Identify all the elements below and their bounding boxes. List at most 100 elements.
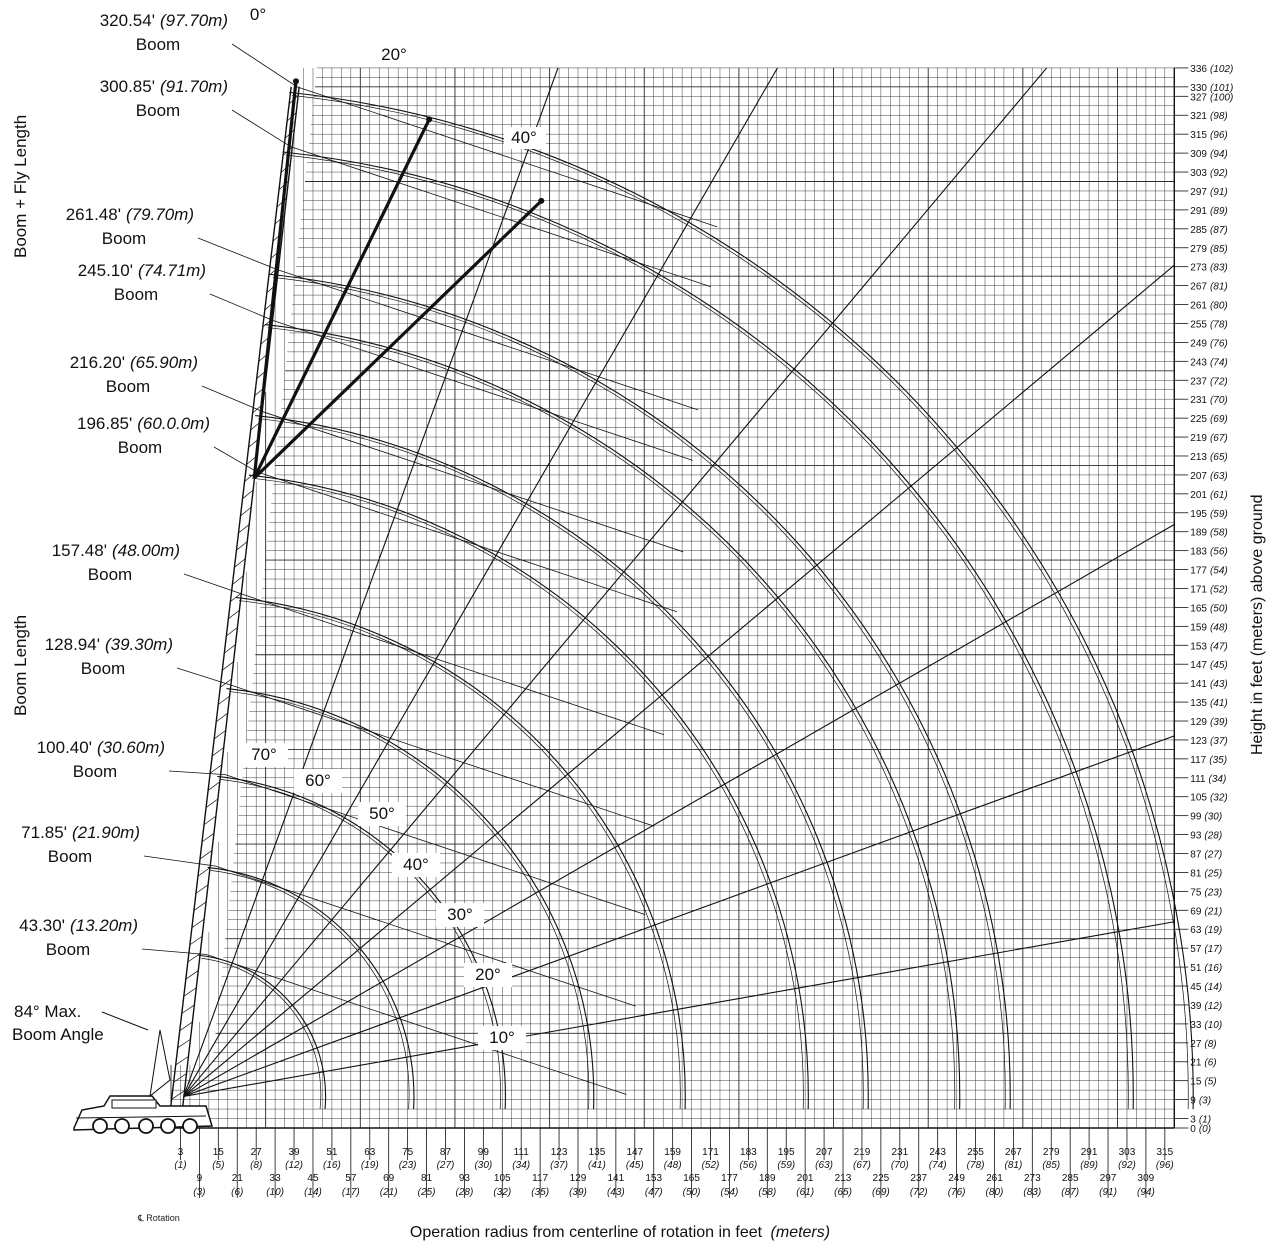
boom-length-m: (91.70m) (160, 77, 228, 96)
y-tick-ft: 3 (1190, 1115, 1196, 1126)
x-tick-label-upper-ft: 51 (326, 1147, 338, 1158)
boom-tip-arc-inner (251, 477, 804, 1110)
y-tick-label: 261 (80) (1190, 301, 1227, 312)
boom-tip-arc-inner (201, 957, 322, 1110)
y-tick-ft: 87 (1190, 850, 1202, 861)
boom-length-m: (48.00m) (112, 541, 180, 560)
x-tick-label-upper-ft: 195 (778, 1147, 795, 1158)
x-tick-label-lower-ft: 189 (759, 1173, 776, 1184)
y-tick-label: 123 (37) (1190, 736, 1227, 747)
boom-lacing (228, 609, 240, 620)
y-tick-label: 135 (41) (1190, 698, 1227, 709)
y-tick-m: (17) (1204, 944, 1222, 955)
fly-jib-tip (292, 78, 299, 85)
boom-angle-line (183, 524, 1175, 1097)
x-tick-label-upper-m: (41) (588, 1160, 606, 1171)
boom-length-ft: 100.40' (37, 738, 92, 757)
y-tick-m: (80) (1210, 301, 1228, 312)
y-tick-ft: 75 (1190, 887, 1202, 898)
boom-lacing (205, 798, 219, 808)
x-tick-label-upper-ft: 15 (213, 1147, 225, 1158)
boom-lacing (189, 935, 203, 946)
y-tick-m: (1) (1199, 1115, 1211, 1126)
y-tick-ft: 309 (1190, 149, 1207, 160)
y-tick-ft: 189 (1190, 528, 1207, 539)
y-tick-label: 321 (98) (1190, 111, 1227, 122)
y-tick-label: 285 (87) (1190, 225, 1227, 236)
x-tick-label-lower-ft: 9 (197, 1173, 203, 1184)
x-tick-label-lower-ft: 297 (1100, 1173, 1117, 1184)
boom-word-label: Boom (114, 285, 158, 304)
y-tick-label: 33 (10) (1190, 1020, 1222, 1031)
y-tick-ft: 9 (1190, 1096, 1196, 1107)
y-tick-ft: 45 (1190, 982, 1202, 993)
y-tick-m: (23) (1204, 887, 1222, 898)
x-tick-label-lower-ft: 285 (1062, 1173, 1079, 1184)
x-tick-label-upper-ft: 207 (816, 1147, 833, 1158)
y-tick-label: 279 (85) (1190, 244, 1227, 255)
x-tick-label-lower-ft: 213 (835, 1173, 852, 1184)
y-tick-label: 195 (59) (1190, 509, 1227, 520)
y-tick-m: (102) (1210, 64, 1233, 75)
boom-lacing (218, 695, 230, 705)
fly-jib (252, 81, 298, 479)
y-tick-ft: 267 (1190, 282, 1207, 293)
boom-word-label: Boom (102, 229, 146, 248)
boom-lacing (242, 489, 254, 499)
y-tick-m: (43) (1210, 679, 1228, 690)
y-tick-label: 327 (100) (1190, 92, 1233, 103)
boom-length-ft: 245.10' (78, 261, 133, 280)
boom-lacing (207, 781, 221, 791)
y-tick-label: 51 (16) (1190, 963, 1222, 974)
boom-tip-arc-inner (272, 277, 1006, 1110)
x-tick-label-lower-ft: 165 (683, 1173, 700, 1184)
boom-tip-arc (269, 273, 1011, 1110)
boom-leader-lines (141, 43, 718, 1095)
y-tick-ft: 225 (1190, 414, 1207, 425)
y-tick-label: 225 (69) (1190, 414, 1227, 425)
y-tick-ft: 153 (1190, 641, 1207, 652)
boom-length-label: 261.48' (79.70m) (66, 205, 194, 224)
boom-angle-labels: 70° 60° 50° 40° 30° 20° 10° 0° 20° 40° (238, 4, 546, 1050)
boom-tip-arc-inner (239, 600, 681, 1110)
boom-lacing (213, 730, 226, 740)
y-tick-ft: 63 (1190, 925, 1202, 936)
x-tick-label-upper-m: (56) (739, 1160, 757, 1171)
x-tick-label-lower-m: (94) (1137, 1187, 1155, 1198)
boom-leader-line (231, 43, 718, 228)
y-tick-label: 87 (27) (1190, 850, 1222, 861)
y-tick-label: 165 (50) (1190, 603, 1227, 614)
boom-length-ft: 71.85' (21, 823, 67, 842)
boom-leader-line (168, 770, 646, 916)
x-tick-label-lower-m: (32) (493, 1187, 511, 1198)
boom-length-labels: 320.54' (97.70m) Boom 300.85' (91.70m) Boom 26… (19, 11, 228, 959)
x-tick-label-upper-ft: 291 (1081, 1147, 1098, 1158)
y-tick-ft: 81 (1190, 868, 1202, 879)
y-tick-m: (50) (1210, 603, 1228, 614)
y-tick-ft: 291 (1190, 206, 1207, 217)
y-tick-label: 315 (96) (1190, 130, 1227, 141)
y-tick-ft: 51 (1190, 963, 1202, 974)
x-tick-label-upper-ft: 63 (364, 1147, 376, 1158)
x-tick-label-lower-ft: 177 (721, 1173, 738, 1184)
y-tick-ft: 297 (1190, 187, 1207, 198)
boom-lacing (224, 644, 236, 654)
y-tick-m: (5) (1204, 1077, 1216, 1088)
y-tick-m: (101) (1210, 83, 1233, 94)
boom-angle-label: 60° (305, 771, 331, 790)
x-tick-label-upper-m: (5) (212, 1160, 224, 1171)
boom-angle-label-bg (240, 743, 288, 767)
y-tick-ft: 219 (1190, 433, 1207, 444)
x-tick-label-lower-ft: 57 (345, 1173, 357, 1184)
y-tick-ft: 183 (1190, 547, 1207, 558)
boom-word-label: Boom (136, 101, 180, 120)
x-tick-label-lower-ft: 249 (948, 1173, 965, 1184)
boom-word-label: Boom (48, 847, 92, 866)
x-tick-label-upper-m: (1) (174, 1160, 186, 1171)
boom-angle-label-bg (478, 1026, 526, 1050)
y-tick-m: (83) (1210, 263, 1228, 274)
y-tick-m: (59) (1210, 509, 1228, 520)
boom-tip-arc (198, 954, 327, 1110)
y-tick-label: 243 (74) (1190, 357, 1227, 368)
y-tick-m: (3) (1199, 1096, 1211, 1107)
